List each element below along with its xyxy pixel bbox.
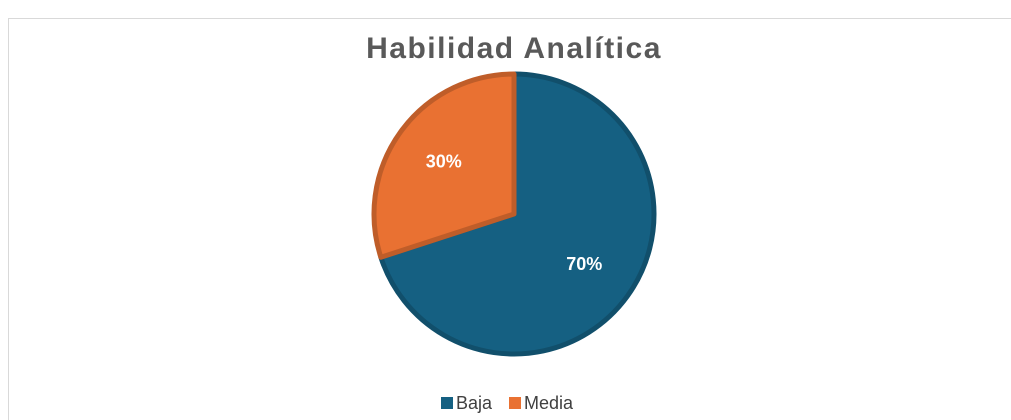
pie-slice [378,71,657,357]
data-label: 70% [566,254,602,274]
legend-swatch [509,397,521,409]
legend-swatch [441,397,453,409]
pie-slice [371,71,517,260]
legend-label: Baja [456,393,493,413]
data-label: 30% [426,152,462,172]
legend-label: Media [524,393,574,413]
chart-title: Habilidad Analítica [366,32,662,65]
